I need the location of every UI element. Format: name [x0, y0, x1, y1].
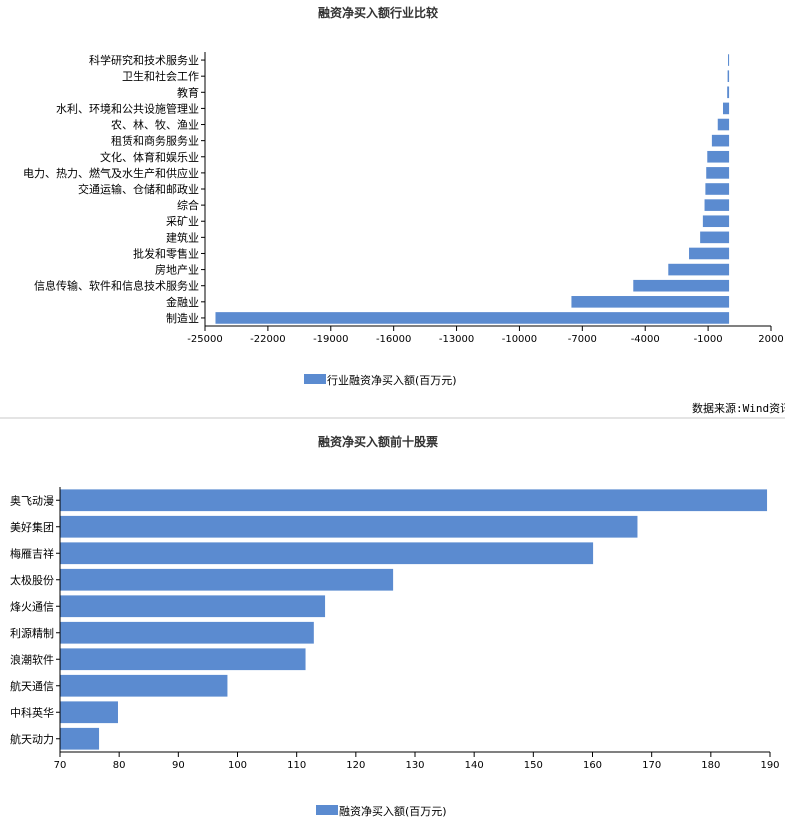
industry-category-label: 电力、热力、燃气及水生产和供应业 — [23, 166, 199, 180]
industry-bar[interactable] — [633, 279, 730, 292]
top-stocks-bar[interactable] — [60, 595, 326, 618]
industry-x-tick-label: -13000 — [439, 334, 474, 345]
industry-category-label: 金融业 — [166, 295, 199, 309]
top-stocks-category-label: 奥飞动漫 — [10, 493, 54, 507]
top-stocks-bar[interactable] — [60, 701, 118, 724]
top-stocks-bar[interactable] — [60, 542, 594, 565]
industry-bar[interactable] — [702, 215, 730, 228]
top-stocks-x-tick-label: 160 — [583, 760, 602, 771]
industry-category-label: 信息传输、软件和信息技术服务业 — [34, 279, 199, 293]
industry-bar[interactable] — [727, 86, 730, 99]
top-stocks-x-tick-label: 110 — [287, 760, 306, 771]
industry-x-tick-label: -19000 — [313, 334, 348, 345]
top-stocks-category-label: 梅雁吉祥 — [10, 546, 54, 560]
industry-bar[interactable] — [700, 231, 730, 244]
top-stocks-bar[interactable] — [60, 568, 394, 591]
industry-category-label: 租赁和商务服务业 — [111, 134, 199, 148]
industry-bar[interactable] — [711, 134, 730, 147]
industry-category-label: 卫生和社会工作 — [122, 69, 199, 83]
top-stocks-chart: 融资净买入额前十股票 70 80 90 100 110 120 130 140 150 160 17… — [10, 434, 780, 818]
top-stocks-x-tick-label: 180 — [701, 760, 720, 771]
industry-x-tick-label: -10000 — [502, 334, 537, 345]
industry-category-label: 综合 — [177, 198, 199, 212]
industry-chart: 融资净买入额行业比较 -25000 -22000 -19000 -16000 -1300… — [23, 5, 784, 387]
industry-bar[interactable] — [704, 199, 730, 211]
industry-category-label: 文化、体育和娱乐业 — [100, 150, 199, 164]
industry-x-tick-label: -25000 — [187, 334, 222, 345]
industry-bar[interactable] — [215, 312, 730, 324]
industry-chart-title: 融资净买入额行业比较 — [318, 5, 438, 20]
industry-category-label: 制造业 — [166, 311, 199, 325]
top-stocks-bar[interactable] — [60, 489, 768, 512]
industry-x-tick-label: -22000 — [250, 334, 285, 345]
industry-bar[interactable] — [571, 296, 730, 308]
top-stocks-bar[interactable] — [60, 674, 228, 697]
top-stocks-category-label: 航天通信 — [10, 679, 54, 693]
industry-category-label: 教育 — [177, 85, 199, 99]
industry-bar[interactable] — [728, 54, 730, 66]
top-stocks-category-label: 烽火通信 — [10, 600, 54, 613]
top-stocks-bar[interactable] — [60, 621, 314, 644]
industry-x-tick-label: -16000 — [376, 334, 411, 345]
top-stocks-x-tick-label: 80 — [113, 760, 126, 771]
top-stocks-x-tick-label: 120 — [346, 760, 365, 771]
top-stocks-chart-title: 融资净买入额前十股票 — [318, 434, 438, 449]
industry-legend-swatch — [304, 374, 326, 384]
industry-x-tick-label: -7000 — [568, 334, 597, 345]
industry-legend[interactable]: 行业融资净买入额(百万元) — [304, 373, 457, 387]
top-stocks-category-label: 利源精制 — [10, 626, 54, 640]
top-stocks-x-tick-label: 170 — [642, 760, 661, 771]
industry-category-label: 批发和零售业 — [133, 246, 199, 260]
industry-bar[interactable] — [707, 150, 730, 163]
top-stocks-bar[interactable] — [60, 648, 306, 671]
top-stocks-category-label: 浪潮软件 — [10, 652, 54, 666]
industry-legend-label: 行业融资净买入额(百万元) — [327, 373, 457, 387]
top-stocks-category-label: 中科英华 — [10, 705, 54, 719]
industry-bar[interactable] — [706, 167, 730, 179]
industry-bar[interactable] — [668, 263, 730, 276]
industry-category-label: 采矿业 — [166, 215, 199, 228]
top-stocks-category-label: 太极股份 — [10, 573, 54, 587]
top-stocks-category-label: 航天动力 — [10, 732, 54, 746]
top-stocks-x-tick-label: 130 — [405, 760, 424, 771]
data-source-text: 数据来源:Wind资讯 — [692, 401, 785, 415]
top-stocks-legend-swatch — [316, 805, 338, 815]
industry-bar[interactable] — [717, 118, 730, 131]
industry-x-tick-label: -1000 — [694, 334, 723, 345]
top-stocks-legend[interactable]: 融资净买入额(百万元) — [316, 804, 447, 818]
top-stocks-bar[interactable] — [60, 515, 638, 538]
industry-category-label: 房地产业 — [155, 263, 199, 277]
industry-bar[interactable] — [689, 247, 730, 260]
industry-bar[interactable] — [727, 70, 730, 82]
top-stocks-x-tick-label: 150 — [524, 760, 543, 771]
industry-category-label: 农、林、牧、渔业 — [111, 118, 199, 132]
top-stocks-x-tick-label: 140 — [465, 760, 484, 771]
top-stocks-x-tick-label: 190 — [760, 760, 779, 771]
industry-x-tick-label: -4000 — [631, 334, 660, 345]
industry-category-label: 交通运输、仓储和邮政业 — [78, 182, 199, 196]
top-stocks-x-tick-label: 90 — [172, 760, 185, 771]
industry-category-label: 科学研究和技术服务业 — [89, 53, 199, 67]
industry-category-label: 建筑业 — [166, 230, 199, 244]
industry-bar[interactable] — [705, 183, 730, 195]
industry-bar[interactable] — [722, 102, 730, 115]
industry-category-label: 水利、环境和公共设施管理业 — [56, 101, 199, 115]
industry-x-tick-label: 2000 — [758, 334, 783, 345]
top-stocks-legend-label: 融资净买入额(百万元) — [339, 804, 447, 818]
top-stocks-x-tick-label: 70 — [54, 760, 67, 771]
top-stocks-bar[interactable] — [60, 727, 100, 750]
top-stocks-x-tick-label: 100 — [228, 760, 247, 771]
top-stocks-category-label: 美好集团 — [10, 520, 54, 534]
